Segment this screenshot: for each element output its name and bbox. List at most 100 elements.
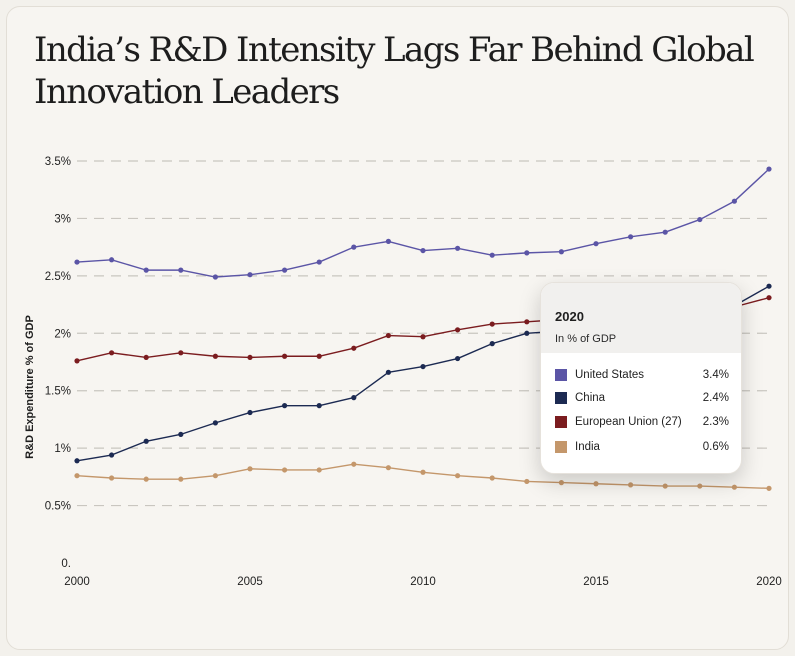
- data-point-china: [766, 283, 772, 289]
- tooltip-row: United States 3.4%: [555, 367, 729, 383]
- tooltip-series-name: United States: [575, 369, 645, 381]
- data-point-european-union-27: [351, 345, 357, 351]
- data-point-european-union-27: [143, 354, 149, 361]
- x-tick-label: 2005: [237, 576, 263, 588]
- data-point-india: [74, 473, 80, 479]
- data-point-european-union-27: [489, 321, 495, 327]
- data-point-european-union-27: [420, 334, 426, 340]
- data-point-united-states: [766, 166, 772, 172]
- data-point-united-states: [455, 245, 461, 251]
- data-point-united-states: [697, 216, 703, 223]
- data-point-india: [455, 473, 461, 479]
- chart-title: India’s R&D Intensity Lags Far Behind Gl…: [34, 30, 755, 112]
- data-point-china: [420, 363, 426, 370]
- x-tick-label: 2020: [756, 576, 782, 588]
- data-point-european-union-27: [109, 350, 115, 356]
- data-point-india: [731, 484, 738, 490]
- y-tick-label: 1%: [54, 443, 71, 455]
- data-point-india: [351, 461, 357, 467]
- data-point-european-union-27: [766, 295, 772, 301]
- legend-swatch: [555, 392, 567, 404]
- data-point-china: [212, 420, 218, 426]
- data-point-india: [558, 480, 565, 486]
- y-tick-label: 0.: [61, 558, 71, 570]
- y-tick-label: 2%: [54, 328, 71, 340]
- series-line-united-states: [76, 168, 770, 278]
- data-point-united-states: [593, 241, 599, 247]
- y-axis-label: R&D Expenditure % of GDP: [24, 315, 36, 459]
- tooltip-row: European Union (27) 2.3%: [555, 414, 729, 430]
- tooltip-year: 2020: [555, 309, 584, 324]
- data-point-india: [109, 475, 115, 481]
- y-tick-label: 1.5%: [45, 386, 71, 398]
- data-point-india: [593, 481, 599, 487]
- data-point-united-states: [74, 259, 80, 265]
- data-point-european-union-27: [74, 358, 80, 364]
- data-point-india: [247, 466, 253, 472]
- tooltip-series-name: China: [575, 392, 606, 404]
- data-point-european-union-27: [178, 350, 184, 356]
- data-point-china: [524, 330, 530, 336]
- y-axis-ticks: 0. 0.5% 1% 1.5% 2% 2.5% 3% 3.5%: [45, 156, 71, 570]
- data-point-united-states: [662, 229, 668, 235]
- data-point-india: [766, 485, 772, 491]
- data-point-united-states: [143, 267, 149, 273]
- tooltip-header: 2020 In % of GDP: [541, 283, 741, 353]
- data-point-european-union-27: [316, 353, 322, 359]
- data-point-china: [351, 395, 357, 401]
- legend-swatch: [555, 369, 567, 381]
- tooltip-series-value: 3.4%: [702, 369, 729, 381]
- y-tick-label: 2.5%: [45, 271, 71, 283]
- data-point-united-states: [109, 257, 115, 263]
- data-point-india: [178, 476, 184, 482]
- data-point-united-states: [247, 272, 253, 278]
- legend-swatch: [555, 441, 567, 453]
- chart-card: India’s R&D Intensity Lags Far Behind Gl…: [6, 6, 789, 650]
- x-tick-label: 2000: [64, 576, 90, 588]
- data-point-india: [282, 467, 288, 473]
- data-point-india: [489, 475, 495, 481]
- data-point-china: [109, 452, 115, 458]
- legend-swatch: [555, 416, 567, 428]
- data-point-united-states: [731, 198, 738, 204]
- data-point-china: [455, 355, 461, 362]
- data-point-european-union-27: [385, 332, 391, 339]
- tooltip-series-value: 2.4%: [702, 392, 729, 404]
- tooltip-unit: In % of GDP: [555, 333, 617, 345]
- tooltip-row: India 0.6%: [555, 439, 729, 455]
- data-point-india: [420, 469, 426, 475]
- data-point-india: [524, 478, 530, 485]
- data-point-european-union-27: [212, 353, 218, 359]
- data-point-european-union-27: [524, 319, 530, 325]
- x-tick-label: 2010: [410, 576, 436, 588]
- tooltip-series-name: India: [575, 441, 600, 453]
- tooltip-series-value: 2.3%: [702, 416, 729, 428]
- data-series: [74, 166, 772, 491]
- data-point-united-states: [524, 250, 530, 256]
- data-point-european-union-27: [282, 353, 288, 359]
- data-point-china: [143, 438, 149, 444]
- data-point-united-states: [178, 267, 184, 273]
- data-point-india: [316, 467, 322, 473]
- data-point-india: [385, 465, 391, 471]
- tooltip-series-name: European Union (27): [575, 416, 682, 428]
- data-point-united-states: [385, 238, 391, 244]
- data-point-china: [489, 341, 495, 347]
- x-axis-ticks: 2000 2005 2010 2015 2020: [64, 576, 782, 588]
- data-point-united-states: [351, 244, 357, 250]
- data-point-united-states: [282, 267, 288, 273]
- data-point-india: [697, 483, 703, 489]
- data-point-china: [247, 409, 253, 416]
- data-point-european-union-27: [455, 327, 461, 333]
- data-point-china: [316, 403, 322, 409]
- data-point-china: [74, 458, 80, 464]
- data-point-united-states: [558, 249, 565, 255]
- x-tick-label: 2015: [583, 576, 609, 588]
- y-tick-label: 0.5%: [45, 501, 71, 513]
- data-point-china: [385, 369, 391, 375]
- line-chart[interactable]: 0. 0.5% 1% 1.5% 2% 2.5% 3% 3.5% 2000 2005 2010 201…: [7, 7, 788, 649]
- grid-lines: [77, 160, 769, 507]
- data-point-united-states: [212, 274, 218, 280]
- data-point-india: [212, 473, 218, 479]
- data-point-india: [628, 482, 634, 488]
